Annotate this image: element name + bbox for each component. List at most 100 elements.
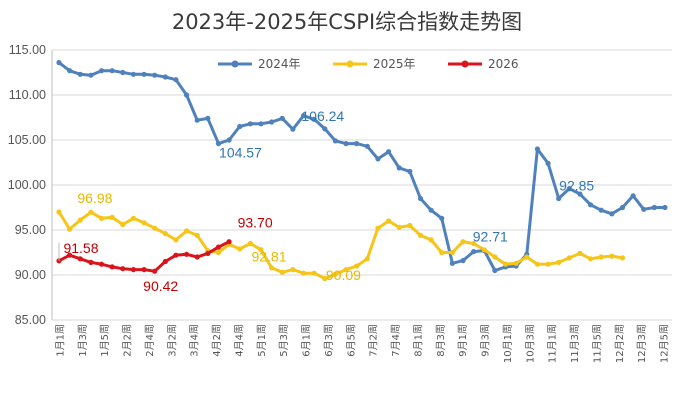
data-point [120, 266, 126, 272]
data-point [194, 117, 200, 123]
x-tick-label: 12月2周 [614, 324, 626, 363]
data-point [67, 226, 73, 232]
legend-swatch-marker [346, 60, 354, 68]
data-point [407, 222, 413, 229]
data-point [152, 268, 158, 274]
data-point [619, 255, 626, 261]
data-point [194, 232, 200, 238]
data-point [449, 249, 455, 256]
legend-swatch-marker [231, 60, 239, 68]
data-point [364, 256, 370, 262]
data-point [205, 115, 211, 121]
data-point [556, 259, 562, 265]
data-point [183, 251, 190, 257]
x-tick-label: 11月1周 [547, 324, 559, 363]
data-point [513, 260, 519, 266]
data-point [481, 247, 487, 253]
x-tick-label: 9月1周 [457, 324, 469, 357]
data-point [183, 92, 190, 98]
data-point [98, 261, 105, 267]
data-point [130, 215, 137, 221]
data-point [130, 71, 137, 77]
data-point [428, 237, 434, 243]
x-tick-label: 3月4周 [189, 324, 201, 357]
data-point [449, 260, 455, 266]
series-3 [56, 239, 232, 274]
x-tick-label: 3月2周 [166, 324, 178, 357]
data-point [417, 195, 424, 202]
data-point [88, 209, 94, 215]
data-point [587, 202, 594, 208]
data-point [577, 191, 583, 197]
data-point [183, 228, 190, 234]
data-point [471, 249, 477, 255]
data-point [619, 204, 626, 211]
series-line [57, 61, 667, 272]
data-point [141, 71, 147, 77]
x-tick-label: 6月3周 [323, 324, 335, 357]
data-label: 92.85 [559, 178, 594, 194]
data-point [609, 211, 615, 217]
legend-label: 2025年 [373, 57, 416, 71]
x-tick-label: 6月1周 [301, 324, 313, 357]
legend-label: 2024年 [258, 57, 301, 71]
data-point [226, 137, 232, 143]
data-point [311, 270, 317, 276]
y-tick-label: 100.00 [8, 178, 46, 192]
data-point [630, 193, 636, 199]
data-point [598, 207, 604, 213]
data-point [247, 121, 253, 127]
x-tick-label: 9月3周 [480, 324, 492, 357]
data-point [109, 68, 115, 74]
chart-title: 2023年-2025年CSPI综合指数走势图 [172, 10, 522, 34]
data-point [247, 240, 253, 247]
data-point [502, 261, 509, 267]
data-point [439, 215, 445, 221]
x-tick-label: 12月5周 [659, 324, 671, 363]
legend-item-2: 2025年 [333, 57, 416, 71]
data-point [290, 267, 296, 273]
x-tick-label: 11月3周 [569, 324, 581, 363]
data-point [98, 68, 105, 74]
data-point [492, 267, 498, 274]
data-point [162, 258, 168, 265]
data-point [120, 222, 126, 228]
data-point [641, 206, 647, 212]
x-tick-label: 4月4周 [233, 324, 245, 357]
data-point [290, 126, 296, 132]
data-point [98, 215, 105, 221]
data-label: 90.09 [326, 267, 361, 283]
data-point [566, 255, 572, 261]
data-point [354, 141, 360, 147]
data-point [534, 146, 541, 152]
data-label: 92.71 [473, 229, 508, 245]
y-tick-label: 115.00 [9, 43, 46, 57]
data-label: 91.58 [63, 240, 98, 256]
data-point [173, 237, 179, 243]
legend: 2024年 2025年 2026 [218, 57, 519, 71]
data-point [577, 250, 583, 256]
data-point [428, 207, 434, 213]
x-tick-label: 1月3周 [77, 324, 89, 357]
data-point [375, 156, 381, 162]
data-point [545, 160, 551, 166]
data-point [396, 224, 402, 230]
x-tick-label: 6月5周 [345, 324, 357, 357]
x-tick-label: 7月2周 [368, 324, 380, 357]
data-point [385, 218, 392, 224]
data-point [396, 165, 402, 171]
y-tick-label: 95.00 [15, 223, 46, 237]
series-2 [56, 209, 626, 282]
data-point [332, 271, 339, 277]
x-tick-label: 5月1周 [256, 324, 268, 357]
x-tick-label: 1月5周 [99, 324, 111, 357]
x-tick-label: 10月1周 [502, 324, 514, 363]
x-tick-label: 11月5周 [591, 324, 603, 363]
x-tick-label: 7月4周 [390, 324, 402, 357]
data-label: 93.70 [238, 215, 273, 231]
data-point [67, 68, 73, 74]
data-point [556, 195, 562, 202]
x-tick-label: 2月4周 [144, 324, 156, 357]
data-point [269, 119, 275, 125]
